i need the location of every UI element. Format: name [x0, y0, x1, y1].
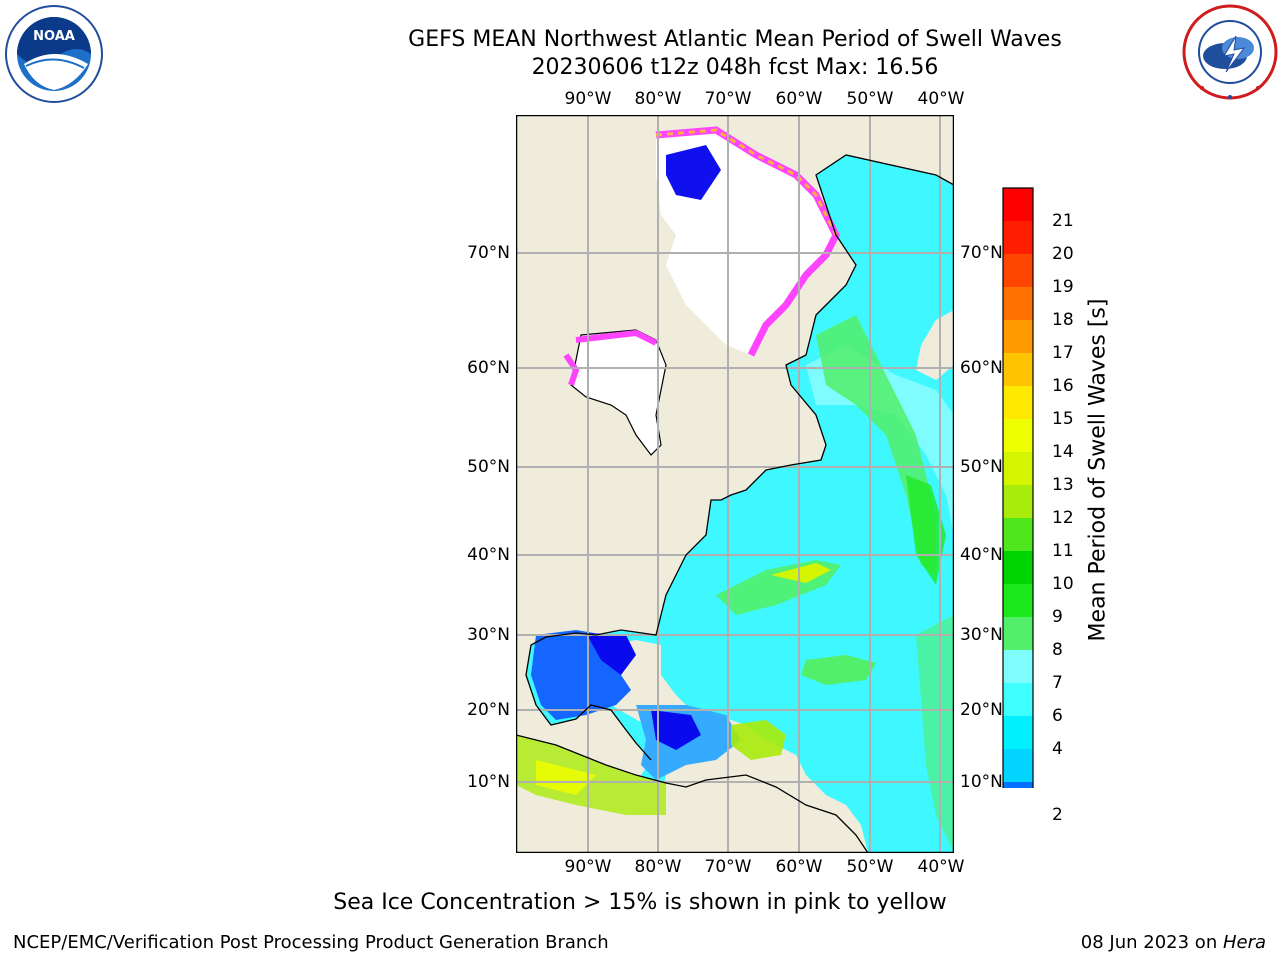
footer-machine: Hera	[1222, 932, 1266, 953]
lon-label-bottom: 40°W	[917, 857, 965, 877]
colorbar-tick-label: 8	[1052, 640, 1063, 660]
colorbar-label: Mean Period of Swell Waves [s]	[1085, 298, 1111, 642]
colorbar-segment	[1003, 749, 1033, 782]
lon-label-top: 50°W	[846, 89, 894, 109]
colorbar-tick-label: 4	[1052, 739, 1063, 759]
lon-label-bottom: 60°W	[775, 857, 823, 877]
colorbar-tick-label: 20	[1052, 244, 1074, 264]
colorbar-segment	[1003, 419, 1033, 452]
colorbar-tick-label: 2	[1052, 805, 1063, 825]
footer-credit: NCEP/EMC/Verification Post Processing Pr…	[13, 932, 609, 953]
colorbar-segment	[1003, 518, 1033, 551]
coastline	[525, 154, 954, 761]
lat-label-left: 70°N	[467, 243, 510, 263]
colorbar	[1002, 187, 1034, 788]
subtropical-swell	[801, 655, 876, 685]
colorbar-segment	[1003, 782, 1033, 788]
colorbar-segment	[1003, 716, 1033, 749]
lon-label-top: 60°W	[775, 89, 823, 109]
colorbar-tick-label: 7	[1052, 673, 1063, 693]
footer-date-text: 08 Jun 2023 on	[1080, 932, 1223, 953]
lon-label-top: 80°W	[634, 89, 682, 109]
lat-label-right: 40°N	[960, 545, 1003, 565]
hudson-bay	[570, 329, 667, 456]
colorbar-segment	[1003, 485, 1033, 518]
map-title: GEFS MEAN Northwest Atlantic Mean Period…	[408, 27, 1062, 52]
colorbar-segment	[1003, 386, 1033, 419]
lat-label-left: 60°N	[467, 358, 510, 378]
swell-period-map	[516, 115, 954, 853]
lon-label-bottom: 80°W	[634, 857, 682, 877]
lon-label-bottom: 50°W	[846, 857, 894, 877]
colorbar-tick-label: 6	[1052, 706, 1063, 726]
noaa-logo-icon: NOAA	[5, 5, 103, 103]
noaa-logo-text: NOAA	[33, 29, 75, 44]
map-canvas	[516, 115, 954, 853]
graticule	[516, 115, 954, 853]
baffin-low-period	[666, 145, 721, 200]
north-atlantic-long-period	[816, 315, 936, 575]
colorbar-segment	[1003, 320, 1033, 353]
colorbar-segment	[1003, 221, 1033, 254]
lat-label-left: 20°N	[467, 700, 510, 720]
nws-logo-icon	[1182, 4, 1278, 100]
lat-label-right: 50°N	[960, 457, 1003, 477]
lat-label-right: 70°N	[960, 243, 1003, 263]
colorbar-tick-label: 18	[1052, 310, 1074, 330]
colorbar-segment	[1003, 650, 1033, 683]
colorbar-tick-label: 21	[1052, 211, 1074, 231]
colorbar-segment	[1003, 254, 1033, 287]
colorbar-tick-label: 11	[1052, 541, 1074, 561]
colorbar-tick-label: 10	[1052, 574, 1074, 594]
colorbar-tick-label: 14	[1052, 442, 1074, 462]
colorbar-segment	[1003, 287, 1033, 320]
map-subtitle: 20230606 t12z 048h fcst Max: 16.56	[531, 55, 939, 80]
colorbar-tick-label: 15	[1052, 409, 1074, 429]
lat-label-left: 40°N	[467, 545, 510, 565]
colorbar-segment	[1003, 551, 1033, 584]
lon-label-top: 70°W	[704, 89, 752, 109]
colorbar-tick-label: 17	[1052, 343, 1074, 363]
lat-label-right: 10°N	[960, 772, 1003, 792]
lon-label-bottom: 90°W	[564, 857, 612, 877]
lat-label-left: 30°N	[467, 625, 510, 645]
colorbar-segment	[1003, 584, 1033, 617]
colorbar-tick-label: 13	[1052, 475, 1074, 495]
footer-date: 08 Jun 2023 on Hera	[1081, 932, 1266, 953]
lon-label-bottom: 70°W	[704, 857, 752, 877]
map-border	[516, 115, 954, 853]
lon-label-top: 40°W	[917, 89, 965, 109]
sea-ice-note: Sea Ice Concentration > 15% is shown in …	[333, 890, 947, 915]
lat-label-right: 60°N	[960, 358, 1003, 378]
colorbar-tick-label: 16	[1052, 376, 1074, 396]
colorbar-tick-label: 12	[1052, 508, 1074, 528]
colorbar-segment	[1003, 683, 1033, 716]
lat-label-left: 10°N	[467, 772, 510, 792]
colorbar-segment	[1003, 452, 1033, 485]
colorbar-segment	[1003, 188, 1033, 221]
colorbar-segment	[1003, 353, 1033, 386]
lat-label-right: 20°N	[960, 700, 1003, 720]
lat-label-left: 50°N	[467, 457, 510, 477]
colorbar-tick-label: 19	[1052, 277, 1074, 297]
lat-label-right: 30°N	[960, 625, 1003, 645]
greenland-land	[916, 310, 954, 380]
colorbar-tick-label: 9	[1052, 607, 1063, 627]
colorbar-segment	[1003, 617, 1033, 650]
lon-label-top: 90°W	[564, 89, 612, 109]
